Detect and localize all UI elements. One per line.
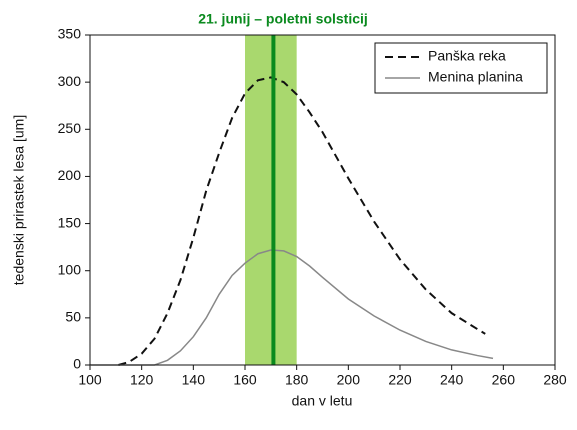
solstice-band xyxy=(245,35,297,365)
y-tick-label: 100 xyxy=(58,261,82,277)
x-tick-label: 260 xyxy=(492,372,516,388)
x-tick-label: 280 xyxy=(543,372,567,388)
x-tick-label: 120 xyxy=(130,372,154,388)
y-tick-label: 200 xyxy=(58,167,82,183)
x-tick-label: 160 xyxy=(233,372,257,388)
y-tick-label: 350 xyxy=(58,26,82,42)
y-tick-label: 150 xyxy=(58,214,82,230)
x-axis-label: dan v letu xyxy=(292,393,353,409)
y-tick-label: 50 xyxy=(65,309,81,325)
plot-frame xyxy=(89,34,556,366)
x-tick-label: 240 xyxy=(440,372,464,388)
x-tick-label: 140 xyxy=(182,372,206,388)
x-tick-label: 180 xyxy=(285,372,309,388)
y-tick-label: 300 xyxy=(58,73,82,89)
legend-label: Menina planina xyxy=(428,69,523,85)
y-tick-label: 250 xyxy=(58,120,82,136)
annotation-text: 21. junij – poletni solsticij xyxy=(198,11,368,27)
legend-box xyxy=(374,42,548,94)
x-tick-label: 200 xyxy=(337,372,361,388)
y-tick-label: 0 xyxy=(73,356,81,372)
legend-label: Panška reka xyxy=(428,48,506,64)
x-tick-label: 100 xyxy=(78,372,102,388)
series-line xyxy=(118,76,486,366)
y-axis-label: tedenski prirastek lesa [um] xyxy=(11,115,27,285)
series-line xyxy=(90,249,494,366)
x-tick-label: 220 xyxy=(388,372,412,388)
